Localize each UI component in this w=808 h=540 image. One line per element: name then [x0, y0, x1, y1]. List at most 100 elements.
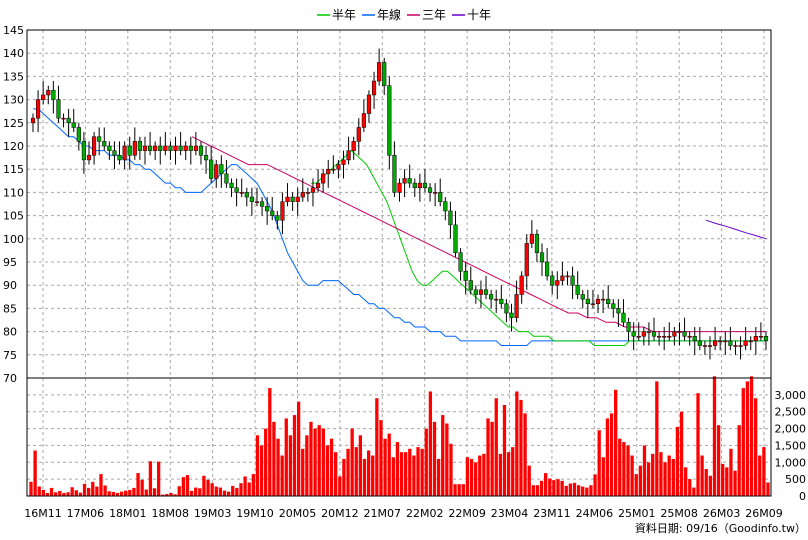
candle-body	[198, 145, 204, 156]
volume-bar	[506, 452, 511, 496]
volume-bar	[651, 453, 655, 496]
candle	[382, 57, 387, 95]
candle-body	[209, 159, 214, 179]
volume-bar	[576, 485, 581, 496]
candle	[377, 48, 382, 86]
candle-body	[244, 192, 249, 198]
candle-body	[433, 192, 438, 194]
price-tick-label: 70	[3, 372, 17, 385]
x-tick-label: 22M09	[448, 507, 486, 520]
ma-ten-year-line	[705, 219, 767, 240]
ma-three-year-line	[191, 136, 766, 333]
volume-bar	[663, 462, 667, 496]
candle	[102, 127, 107, 151]
volume-bar	[642, 445, 647, 496]
volume-bar	[646, 462, 651, 496]
candle	[458, 248, 463, 281]
footer-date: 資料日期: 09/16（Goodinfo.tw）	[635, 521, 806, 535]
volume-bar	[169, 492, 173, 496]
volume-bar	[74, 490, 78, 496]
candle-body	[509, 312, 514, 318]
candle-body	[458, 252, 463, 272]
candle-body	[453, 224, 458, 253]
candle	[743, 326, 748, 351]
candle-body	[682, 331, 687, 337]
volume-bar	[395, 442, 400, 496]
candle	[275, 210, 280, 230]
candle	[641, 326, 646, 346]
volume-bar	[667, 455, 671, 496]
volume-bar	[247, 482, 251, 496]
volume-bar	[424, 428, 428, 496]
candle-body	[97, 136, 102, 142]
volume-bar	[502, 404, 507, 496]
x-tick-label: 18M01	[109, 507, 147, 520]
candle-body	[249, 196, 254, 202]
candle	[590, 289, 596, 309]
candle	[66, 108, 71, 137]
legend-item-three-year: 三年	[407, 8, 446, 22]
legend-item-ten-year: 十年	[452, 8, 491, 22]
candle	[616, 299, 621, 327]
volume-bar	[379, 420, 383, 496]
x-tick-label: 23M11	[533, 507, 571, 520]
candle-body	[738, 345, 743, 347]
volume-bar	[679, 411, 684, 496]
volume-bar	[41, 489, 45, 496]
volume-bar	[128, 489, 132, 496]
volume-bar	[568, 483, 573, 496]
candle-body	[657, 335, 662, 338]
candle-body	[468, 280, 473, 291]
volume-bar	[453, 484, 457, 496]
volume-bar	[482, 453, 486, 496]
candle	[76, 122, 81, 151]
candle-body	[239, 192, 244, 194]
candle	[738, 336, 743, 360]
volume-bar	[206, 479, 210, 496]
candle-body	[158, 145, 163, 151]
candle	[315, 169, 321, 193]
candle-body	[224, 173, 229, 184]
volume-tick-label: 500	[785, 473, 806, 486]
candle	[621, 299, 626, 327]
x-tick-label: 21M07	[364, 507, 402, 520]
candle-body	[92, 136, 97, 156]
candle-body	[326, 168, 331, 175]
candle	[412, 178, 417, 198]
candle-body	[254, 201, 260, 203]
candle	[265, 197, 270, 225]
volume-bar	[449, 443, 453, 496]
candle	[697, 326, 702, 351]
volume-bar	[638, 465, 643, 496]
candle-body	[56, 99, 61, 119]
candle	[702, 340, 707, 355]
volume-bar	[235, 487, 239, 496]
candle-body	[529, 233, 534, 244]
volume-bar	[140, 479, 144, 496]
candle-body	[173, 145, 178, 151]
candle	[687, 331, 692, 346]
candle-body	[494, 298, 499, 301]
volume-bar	[342, 458, 346, 496]
volume-bar	[634, 474, 638, 496]
candle-body	[36, 99, 41, 119]
candle	[193, 132, 198, 156]
volume-bar	[161, 494, 165, 496]
volume-bar	[288, 435, 293, 496]
x-tick-label: 17M06	[67, 507, 105, 520]
volume-bar	[597, 430, 601, 496]
volume-bar	[54, 492, 58, 496]
candle-body	[387, 85, 392, 156]
candle-body	[382, 62, 387, 86]
plot-frame	[26, 29, 772, 497]
volume-bar	[218, 487, 223, 496]
legend-item-half-year: 半年	[317, 8, 356, 22]
candle-body	[366, 94, 372, 114]
volume-bar	[99, 474, 103, 496]
candle	[499, 285, 504, 309]
candle-body	[331, 168, 336, 171]
candle	[580, 289, 585, 309]
volume-tick-label: 1,000	[775, 456, 807, 469]
candle-body	[733, 345, 738, 347]
candle	[657, 331, 662, 346]
